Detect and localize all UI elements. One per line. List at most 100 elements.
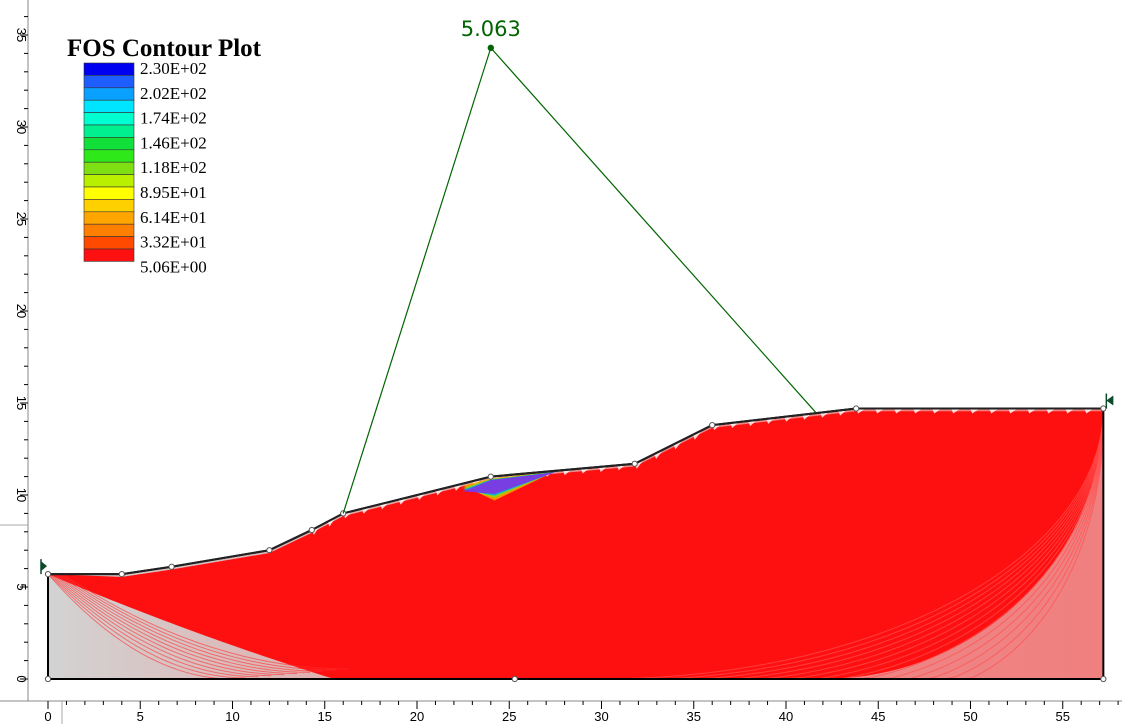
critical-radius-line <box>490 47 816 413</box>
slip-arc <box>48 567 310 673</box>
x-tick-label: 15 <box>318 709 332 724</box>
slip-surfaces <box>48 408 1104 679</box>
min-fos-overlay: 5.063 <box>342 17 816 514</box>
x-tick-label: 40 <box>779 709 793 724</box>
surface-tick <box>634 458 645 469</box>
y-tick-label: 35 <box>14 28 29 42</box>
boundary-flag-icon <box>1106 395 1114 406</box>
legend-swatch <box>83 62 135 76</box>
surface-tick <box>894 408 904 414</box>
slip-arc <box>48 564 336 671</box>
slip-arc <box>48 565 323 672</box>
slope-vertex <box>168 563 175 570</box>
critical-center-point <box>487 44 494 52</box>
surface-tick <box>951 408 961 414</box>
x-tick-label: 20 <box>410 709 424 724</box>
x-tick-label: 5 <box>137 709 144 724</box>
surface-tick <box>673 439 684 450</box>
slip-arc <box>889 419 1104 679</box>
slip-arc <box>625 409 1104 679</box>
surface-tick <box>1084 408 1094 414</box>
slip-arc <box>48 571 259 678</box>
slope-vertex <box>44 675 52 683</box>
slip-arc <box>865 418 1104 679</box>
y-tick-label: 5 <box>14 583 29 590</box>
legend-swatch <box>83 236 135 250</box>
legend-swatch <box>83 248 135 262</box>
surface-tick <box>913 408 923 414</box>
legend-swatch <box>83 149 135 163</box>
slip-arc <box>673 411 1104 679</box>
x-tick-label: 45 <box>871 709 885 724</box>
slip-arc <box>601 408 1104 679</box>
y-tick-label: 0 <box>14 675 29 682</box>
slope-vertex <box>631 460 638 467</box>
slope-vertex <box>487 473 494 480</box>
slope-vertex <box>266 547 273 554</box>
slip-arc <box>697 412 1104 679</box>
x-tick-label: 50 <box>963 709 977 724</box>
slope-vertex <box>118 571 125 578</box>
legend-swatch <box>83 137 135 151</box>
x-tick-label: 35 <box>687 709 701 724</box>
surface-tick <box>1046 408 1056 414</box>
legend-label: 5.06E+00 <box>140 257 207 276</box>
x-tick-label: 0 <box>44 709 51 724</box>
legend-label: 2.30E+02 <box>140 59 207 78</box>
slope-vertex <box>511 675 518 683</box>
y-tick-label: 25 <box>14 212 29 226</box>
min-fos-label: 5.063 <box>461 17 521 41</box>
legend-swatch <box>83 186 135 200</box>
slip-arc <box>793 415 1104 679</box>
contour-patch <box>463 472 556 494</box>
legend-swatch <box>83 211 135 225</box>
slip-arc <box>769 414 1104 679</box>
slope-vertex <box>1100 675 1107 683</box>
x-tick-label: 10 <box>225 709 239 724</box>
legend-label: 1.74E+02 <box>140 109 207 128</box>
y-tick-label: 15 <box>14 396 29 410</box>
surface-tick <box>1008 408 1018 414</box>
x-tick-label: 25 <box>502 709 516 724</box>
slip-surface-mass <box>48 408 1104 679</box>
slip-arc <box>649 410 1104 679</box>
surface-tick <box>932 408 942 414</box>
legend-label: 1.18E+02 <box>140 158 207 177</box>
legend-swatch <box>83 174 135 188</box>
x-tick-label: 30 <box>594 709 608 724</box>
slope-vertex <box>308 526 315 534</box>
legend-swatch <box>83 112 135 126</box>
critical-radius-line <box>342 47 492 514</box>
slip-arc <box>48 572 246 679</box>
y-tick-label: 30 <box>14 120 29 134</box>
slope-vertex <box>853 405 860 412</box>
legend-label: 8.95E+01 <box>140 183 207 202</box>
legend-swatch <box>83 161 135 175</box>
y-tick-label: 20 <box>14 304 29 318</box>
x-tick-label: 55 <box>1056 709 1070 724</box>
slip-arc <box>48 563 349 670</box>
y-tick-label: 10 <box>14 488 29 502</box>
slip-arc <box>48 570 272 677</box>
legend-swatch <box>83 99 135 113</box>
slip-arc <box>48 573 233 679</box>
surface-tick <box>989 408 999 414</box>
legend-label: 6.14E+01 <box>140 208 207 227</box>
legend-label: 2.02E+02 <box>140 84 207 103</box>
slope-model <box>40 393 1114 683</box>
legend-label: 1.46E+02 <box>140 133 207 152</box>
slip-arc <box>48 568 298 674</box>
surface-tick <box>970 408 980 414</box>
legend-title: FOS Contour Plot <box>67 35 262 62</box>
slope-vertex <box>1100 405 1107 412</box>
slip-arc <box>48 569 285 676</box>
boundary-flag-icon <box>41 561 47 572</box>
slip-arc <box>745 414 1104 679</box>
surface-tick <box>311 525 320 535</box>
surface-tick <box>875 408 885 414</box>
legend: FOS Contour Plot 2.30E+02 2.02E+02 1.74E+0… <box>67 35 262 276</box>
surface-tick <box>1027 408 1037 414</box>
surface-tick <box>654 449 664 460</box>
slope-vertex <box>709 421 716 429</box>
legend-swatch <box>83 87 135 101</box>
